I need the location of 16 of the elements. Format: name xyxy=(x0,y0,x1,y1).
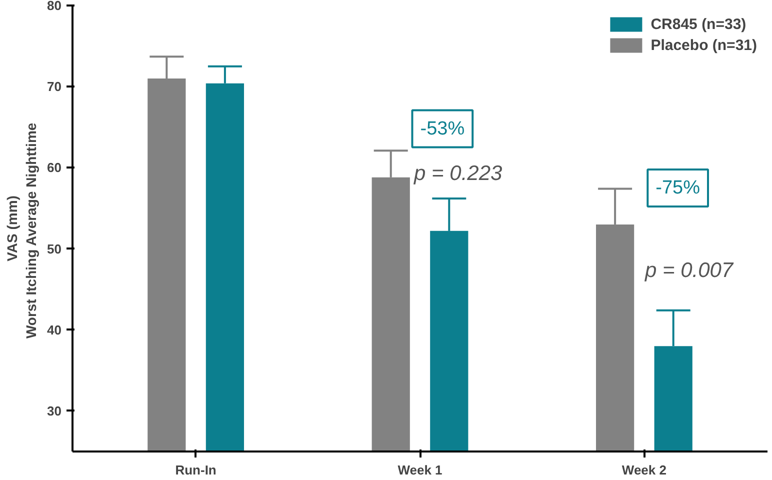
annotation: p = 0.223 xyxy=(413,162,503,185)
annotation: p = 0.007 xyxy=(644,259,734,282)
y-tick-label: 70 xyxy=(47,79,62,94)
x-tick-label: Week 2 xyxy=(622,462,666,478)
annotation: -75% xyxy=(656,177,700,198)
y-tick-label: 80 xyxy=(47,0,62,13)
annotation: -53% xyxy=(420,118,465,140)
y-tick-label: 30 xyxy=(47,403,62,418)
legend-label: CR845 (n=33) xyxy=(650,16,746,32)
y-tick-label: 40 xyxy=(47,322,62,338)
x-tick-label: Week 1 xyxy=(398,462,442,478)
y-axis-title: VAS (mm) Worst Itching Average Nighttime xyxy=(4,122,40,339)
y-tick-label: 50 xyxy=(47,241,62,256)
x-tick-label: Run-In xyxy=(175,462,216,478)
legend-label: Placebo (n=31) xyxy=(650,36,757,54)
y-tick-label: 60 xyxy=(47,160,62,176)
